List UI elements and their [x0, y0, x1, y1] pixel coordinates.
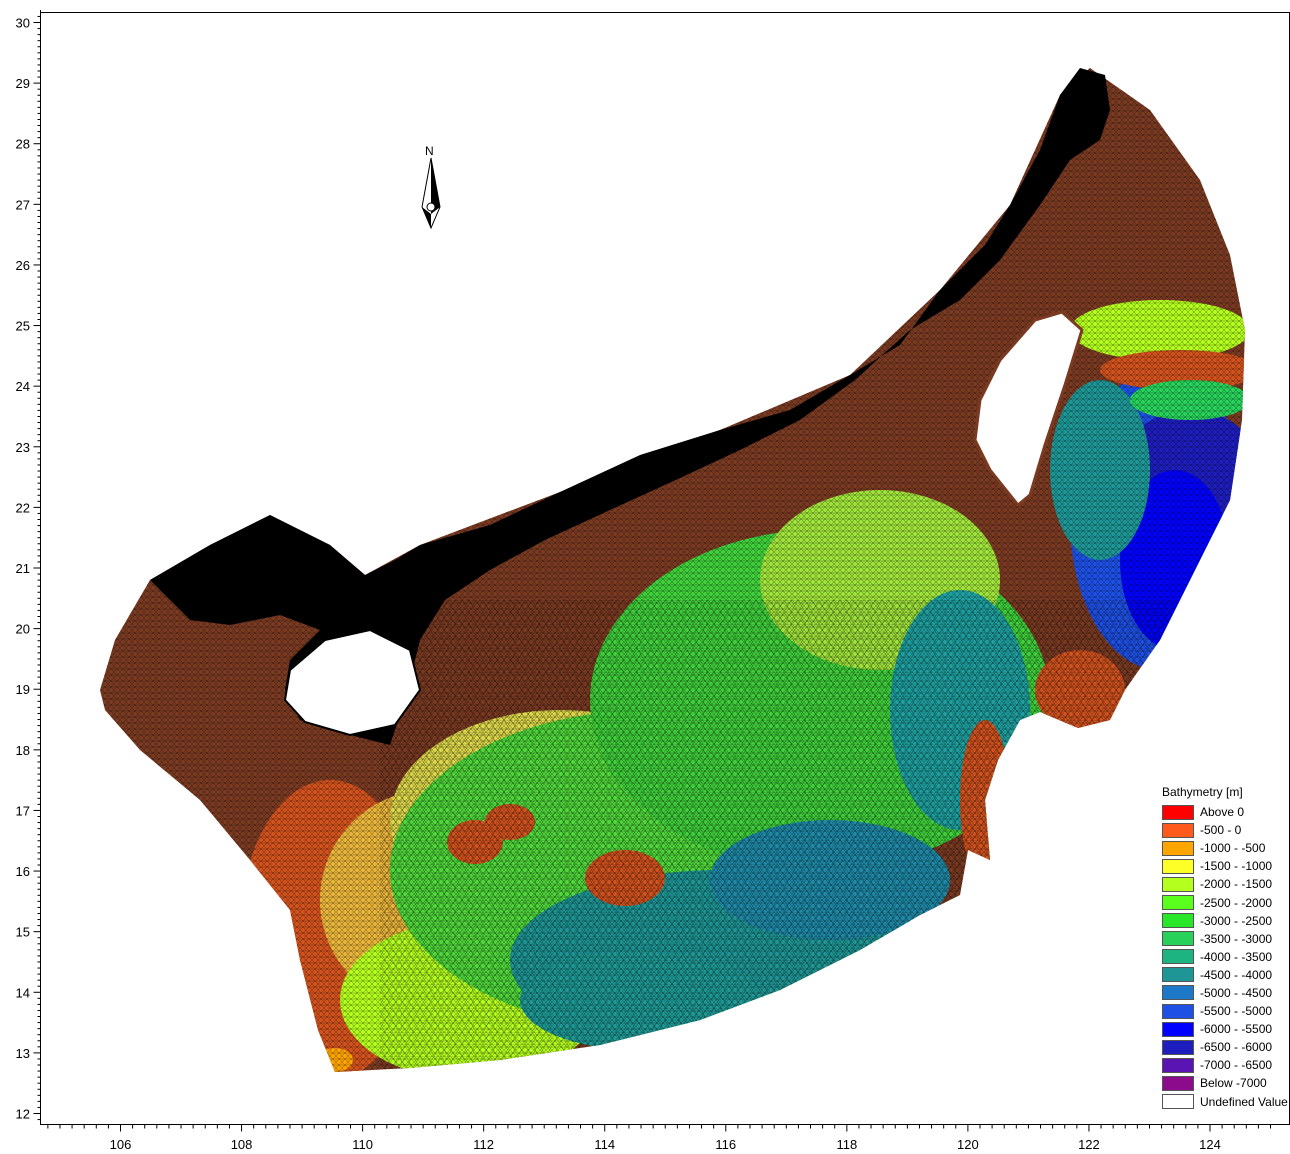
- legend-swatch: [1162, 985, 1194, 1001]
- legend-title: Bathymetry [m]: [1162, 785, 1243, 799]
- y-axis: 12 13 14 15 16 17 18 19 20 21 22 23 24 25 26 27 28 29 30: [16, 10, 41, 1125]
- y-tick-label: 15: [16, 925, 30, 940]
- legend-label: -1500 - -1000: [1200, 859, 1273, 874]
- y-tick-label: 13: [16, 1046, 30, 1061]
- y-tick-label: 27: [16, 197, 30, 212]
- legend-label: -3500 - -3000: [1200, 931, 1273, 946]
- legend-swatch: [1162, 858, 1194, 874]
- x-tick-label: 120: [957, 1137, 979, 1152]
- legend-swatch: [1162, 1075, 1194, 1091]
- x-tick-label: 116: [715, 1137, 736, 1152]
- legend-swatch: [1162, 931, 1194, 947]
- y-tick-label: 17: [16, 803, 30, 818]
- x-tick-label: 122: [1078, 1137, 1100, 1152]
- legend-swatch: [1162, 967, 1194, 983]
- legend-swatch: [1162, 913, 1194, 929]
- y-tick-label: 28: [16, 137, 30, 152]
- y-tick-label: 30: [16, 16, 30, 31]
- y-tick-label: 19: [16, 682, 30, 697]
- y-tick-label: 24: [16, 379, 30, 394]
- legend-item: Above 0: [1162, 803, 1290, 821]
- y-tick-label: 29: [16, 76, 30, 91]
- y-tick-label: 21: [16, 561, 30, 576]
- bathymetry-legend: Bathymetry [m] Above 0 -500 - 0 -1000 - -…: [1162, 785, 1290, 1111]
- x-tick-label: 118: [836, 1137, 857, 1152]
- x-tick-label: 112: [473, 1137, 494, 1152]
- legend-swatch: [1162, 876, 1194, 892]
- legend-item: -2000 - -1500: [1162, 875, 1290, 893]
- legend-swatch: [1162, 822, 1194, 838]
- legend-item: -4000 - -3500: [1162, 948, 1290, 966]
- legend-label: -3000 - -2500: [1200, 913, 1273, 928]
- legend-item: Below -7000: [1162, 1074, 1290, 1092]
- legend-item: -5500 - -5000: [1162, 1002, 1290, 1020]
- legend-label: Above 0: [1200, 805, 1245, 820]
- legend-item: -3500 - -3000: [1162, 930, 1290, 948]
- legend-swatch: [1162, 1021, 1194, 1037]
- legend-label: -500 - 0: [1200, 823, 1242, 838]
- y-tick-label: 16: [16, 864, 30, 879]
- legend-label: -4000 - -3500: [1200, 949, 1273, 964]
- legend-label: -5000 - -4500: [1200, 985, 1273, 1000]
- legend-label: -2500 - -2000: [1200, 895, 1273, 910]
- legend-label: -2000 - -1500: [1200, 877, 1273, 892]
- legend-item: -1000 - -500: [1162, 839, 1290, 857]
- y-tick-label: 22: [16, 500, 30, 515]
- x-axis: 106 108 110 112 114 116 118 120 122 124: [40, 1124, 1290, 1152]
- hainan-island: [283, 628, 422, 737]
- legend-item: -7000 - -6500: [1162, 1056, 1290, 1074]
- legend-swatch: [1162, 840, 1194, 856]
- legend-item: -1500 - -1000: [1162, 857, 1290, 875]
- legend-item: -6500 - -6000: [1162, 1038, 1290, 1056]
- coastal-dense-mesh: [150, 68, 1110, 745]
- legend-item: -2500 - -2000: [1162, 893, 1290, 911]
- legend-item: -6000 - -5500: [1162, 1020, 1290, 1038]
- legend-swatch: [1162, 1003, 1194, 1019]
- legend-label: Below -7000: [1200, 1076, 1267, 1091]
- x-tick-label: 108: [231, 1137, 253, 1152]
- legend-swatch: [1162, 949, 1194, 965]
- x-tick-label: 124: [1199, 1137, 1221, 1152]
- legend-swatch: [1162, 1057, 1194, 1073]
- x-tick-label: 106: [110, 1137, 132, 1152]
- taiwan-island: [973, 310, 1084, 508]
- legend-label: -7000 - -6500: [1200, 1058, 1273, 1073]
- y-tick-label: 18: [16, 743, 30, 758]
- north-arrow-icon: N: [421, 144, 441, 230]
- x-tick-label: 114: [594, 1137, 615, 1152]
- legend-label: -6500 - -6000: [1200, 1040, 1273, 1055]
- legend-label: -5500 - -5000: [1200, 1004, 1273, 1019]
- y-tick-label: 20: [16, 622, 30, 637]
- y-tick-label: 23: [16, 440, 30, 455]
- y-tick-label: 25: [16, 319, 30, 334]
- legend-label: Undefined Value: [1200, 1094, 1288, 1109]
- legend-swatch: [1162, 1039, 1194, 1055]
- y-tick-label: 26: [16, 258, 30, 273]
- legend-swatch: [1162, 804, 1194, 820]
- legend-swatch: [1162, 1094, 1194, 1110]
- legend-label: -6000 - -5500: [1200, 1022, 1273, 1037]
- legend-item: -5000 - -4500: [1162, 984, 1290, 1002]
- legend-item: -4500 - -4000: [1162, 966, 1290, 984]
- legend-item: Undefined Value: [1162, 1093, 1290, 1111]
- x-tick-label: 110: [352, 1137, 373, 1152]
- y-tick-label: 12: [16, 1107, 30, 1122]
- y-tick-label: 14: [16, 985, 30, 1000]
- legend-swatch: [1162, 895, 1194, 911]
- legend-item: -3000 - -2500: [1162, 912, 1290, 930]
- legend-label: -4500 - -4000: [1200, 967, 1273, 982]
- legend-label: -1000 - -500: [1200, 841, 1266, 856]
- legend-item: -500 - 0: [1162, 821, 1290, 839]
- north-label: N: [425, 144, 434, 158]
